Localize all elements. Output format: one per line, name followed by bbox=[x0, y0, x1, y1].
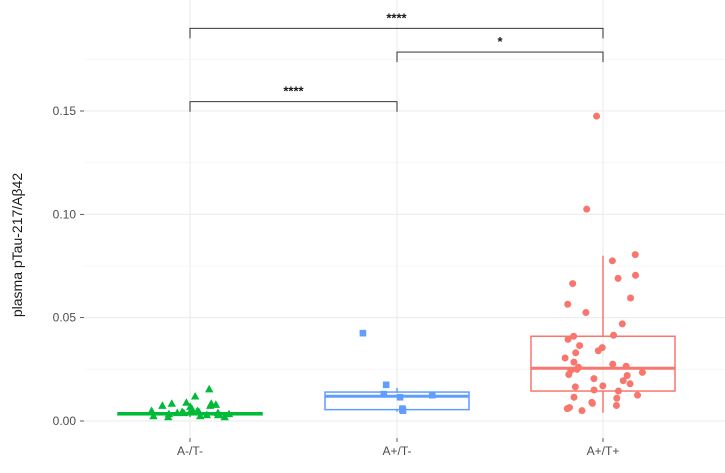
data-point bbox=[359, 329, 367, 337]
data-point bbox=[609, 360, 617, 368]
data-point bbox=[167, 399, 176, 407]
data-point bbox=[623, 372, 631, 380]
data-point bbox=[582, 309, 590, 316]
data-point bbox=[205, 384, 214, 393]
data-point bbox=[572, 349, 580, 357]
data-point bbox=[213, 410, 223, 419]
data-point bbox=[179, 408, 188, 417]
data-point bbox=[618, 320, 626, 328]
data-point bbox=[182, 398, 191, 406]
y-tick-label: 0.05 bbox=[53, 311, 77, 325]
data-point bbox=[573, 365, 581, 373]
significance-label: * bbox=[497, 34, 503, 49]
data-point bbox=[632, 271, 640, 279]
data-point bbox=[190, 392, 200, 400]
points bbox=[147, 112, 646, 421]
y-tick-label: 0.10 bbox=[53, 207, 77, 221]
data-point bbox=[590, 386, 598, 394]
data-point bbox=[207, 399, 216, 407]
data-point bbox=[594, 347, 602, 355]
data-point bbox=[565, 371, 573, 378]
significance-label: **** bbox=[283, 84, 304, 99]
significance-bracket bbox=[396, 51, 604, 63]
data-point bbox=[396, 393, 404, 401]
data-point bbox=[608, 257, 616, 265]
box bbox=[530, 335, 676, 392]
significance-bracket bbox=[189, 27, 604, 39]
x-tick-label: A+/T+ bbox=[587, 444, 620, 458]
data-point bbox=[583, 205, 591, 213]
y-tick-label: 0.15 bbox=[53, 104, 77, 118]
data-point bbox=[576, 342, 584, 350]
data-point bbox=[164, 412, 173, 421]
x-tick-label: A+/T- bbox=[382, 444, 411, 458]
data-point bbox=[614, 274, 622, 282]
significance-label: **** bbox=[386, 10, 407, 25]
data-point bbox=[147, 406, 156, 415]
data-point bbox=[187, 405, 196, 413]
data-point bbox=[627, 294, 635, 302]
significance-brackets: ********* bbox=[189, 10, 604, 112]
data-point bbox=[588, 399, 596, 407]
data-point bbox=[399, 407, 407, 414]
data-point bbox=[593, 112, 601, 120]
data-point bbox=[380, 390, 388, 398]
y-tick-label: 0.00 bbox=[53, 414, 77, 428]
x-tick-label: A-/T- bbox=[177, 444, 203, 458]
data-point bbox=[564, 335, 572, 343]
data-point bbox=[570, 393, 578, 401]
data-point bbox=[570, 332, 578, 340]
data-point bbox=[202, 410, 211, 419]
significance-bracket bbox=[189, 101, 398, 112]
data-point bbox=[631, 251, 639, 259]
data-point bbox=[613, 394, 621, 402]
data-point bbox=[610, 331, 618, 339]
data-point bbox=[564, 300, 572, 308]
data-point bbox=[638, 368, 646, 376]
data-point bbox=[599, 382, 607, 390]
data-point bbox=[224, 409, 234, 418]
data-point bbox=[196, 411, 205, 420]
data-point bbox=[149, 411, 158, 420]
data-point bbox=[173, 408, 182, 417]
ticks: 0.00 0.05 0.10 0.15 A-/T- A+/T- A+/T+ bbox=[53, 104, 620, 458]
data-point bbox=[622, 362, 630, 370]
y-axis-title: plasma pTau-217/Aβ42 bbox=[9, 173, 25, 317]
box bbox=[324, 391, 470, 411]
data-point bbox=[561, 354, 569, 362]
data-point bbox=[428, 391, 436, 399]
data-point bbox=[614, 387, 622, 395]
data-point bbox=[570, 358, 578, 366]
data-point bbox=[563, 405, 571, 413]
data-point bbox=[220, 412, 229, 421]
data-point bbox=[569, 280, 577, 288]
data-point bbox=[571, 383, 579, 391]
data-point bbox=[578, 407, 586, 415]
data-point bbox=[612, 402, 620, 409]
data-point bbox=[590, 375, 598, 383]
data-point bbox=[619, 377, 627, 385]
data-point bbox=[158, 401, 167, 409]
data-point bbox=[382, 381, 390, 389]
data-point bbox=[626, 380, 634, 388]
grid bbox=[84, 0, 725, 438]
data-point bbox=[634, 391, 642, 399]
